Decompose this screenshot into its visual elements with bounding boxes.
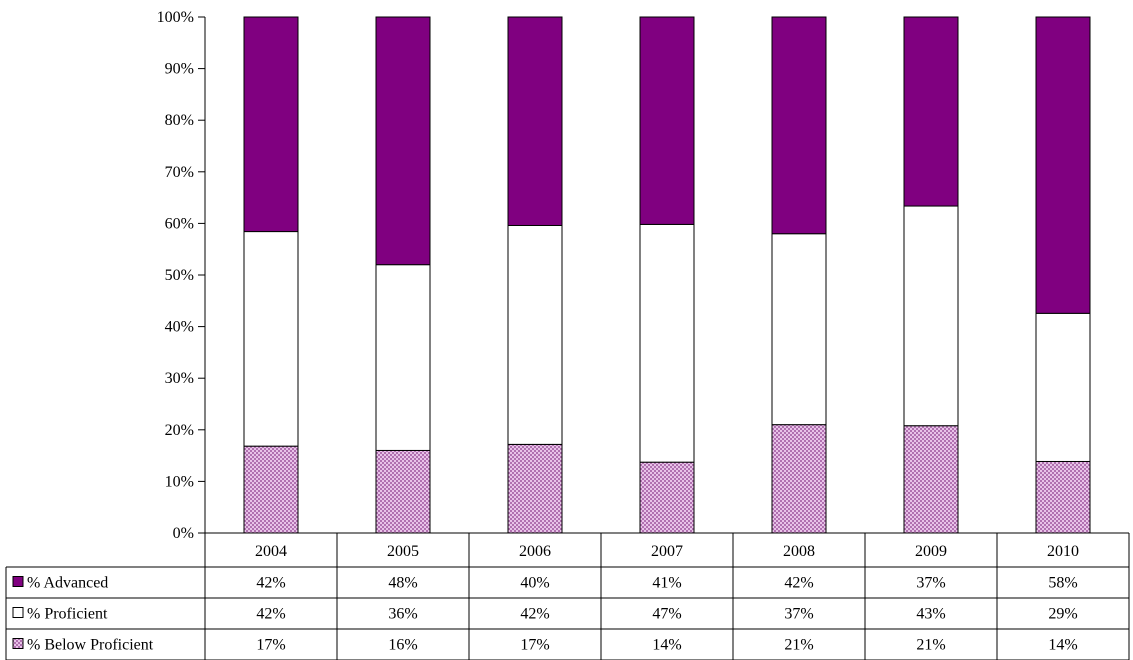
bar-segment-2007-s2 [639,16,695,225]
table-value-cell: 17% [520,637,549,654]
bar-segment-2010-s2 [1035,16,1091,314]
table-value-cell: 40% [520,575,549,592]
category-label: 2008 [783,543,815,560]
bar-segment-2007-s0 [639,461,695,534]
bar-segment-2010-s0 [1035,460,1091,534]
table-value-cell: 29% [1048,606,1077,623]
bar-segment-2007-s1 [639,223,695,463]
table-value-cell: 36% [388,606,417,623]
bar-segment-2006-s0 [507,443,563,534]
table-value-cell: 58% [1048,575,1077,592]
bar-segment-2005-s0 [375,449,431,534]
category-label: 2005 [387,543,419,560]
legend-key-swatch [12,638,24,649]
legend-key-label: % Advanced [27,575,108,592]
bar-segment-2010-s1 [1035,312,1091,462]
bar-segment-2008-s0 [771,424,827,534]
legend-key-swatch [12,576,24,587]
table-value-cell: 42% [784,575,813,592]
bars [243,16,1091,534]
bar-segment-2009-s1 [903,205,959,427]
table-value-cell: 17% [256,637,285,654]
y-tick-label: 70% [165,164,194,181]
y-tick-label: 80% [165,112,194,129]
category-label: 2007 [651,543,683,560]
table-value-cell: 47% [652,606,681,623]
table-value-cell: 14% [1048,637,1077,654]
bar-segment-2009-s2 [903,16,959,207]
data-table: 2004 2005 2006 2007 2008 2009 2010 % Advanced 42… [5,532,1130,660]
y-tick-label: 0% [173,525,194,542]
category-label: 2010 [1047,543,1079,560]
legend-key-label: % Proficient [27,606,108,623]
category-label: 2009 [915,543,947,560]
table-value-cell: 42% [256,606,285,623]
bar-segment-2009-s0 [903,425,959,534]
y-tick-label: 10% [165,473,194,490]
table-value-cell: 21% [784,637,813,654]
y-tick-label: 60% [165,215,194,232]
bar-segment-2005-s1 [375,264,431,451]
table-value-cell: 21% [916,637,945,654]
legend-key-label: % Below Proficient [27,637,154,654]
table-value-cell: 37% [784,606,813,623]
bar-segment-2004-s0 [243,445,299,534]
table-value-cell: 43% [916,606,945,623]
table-value-cell: 14% [652,637,681,654]
y-tick-label: 40% [165,319,194,336]
y-axis: 0% 10% 20% 30% 40% 50% 60% 70% 80% 90% 100% [157,9,206,542]
table-value-cell: 48% [388,575,417,592]
category-label: 2006 [519,543,551,560]
bar-segment-2004-s1 [243,231,299,447]
category-label: 2004 [255,543,287,560]
bar-segment-2006-s1 [507,224,563,445]
bar-segment-2008-s1 [771,233,827,426]
table-value-cell: 42% [520,606,549,623]
table-value-cell: 41% [652,575,681,592]
bar-segment-2004-s2 [243,16,299,233]
y-tick-label: 90% [165,61,194,78]
y-tick-label: 50% [165,267,194,284]
y-tick-label: 30% [165,370,194,387]
bar-segment-2005-s2 [375,16,431,266]
table-value-cell: 42% [256,575,285,592]
legend-key-swatch [12,607,24,618]
bar-segment-2006-s2 [507,16,563,226]
table-value-cell: 37% [916,575,945,592]
bar-segment-2008-s2 [771,16,827,235]
y-tick-label: 20% [165,422,194,439]
y-tick-label: 100% [157,9,194,26]
table-value-cell: 16% [388,637,417,654]
